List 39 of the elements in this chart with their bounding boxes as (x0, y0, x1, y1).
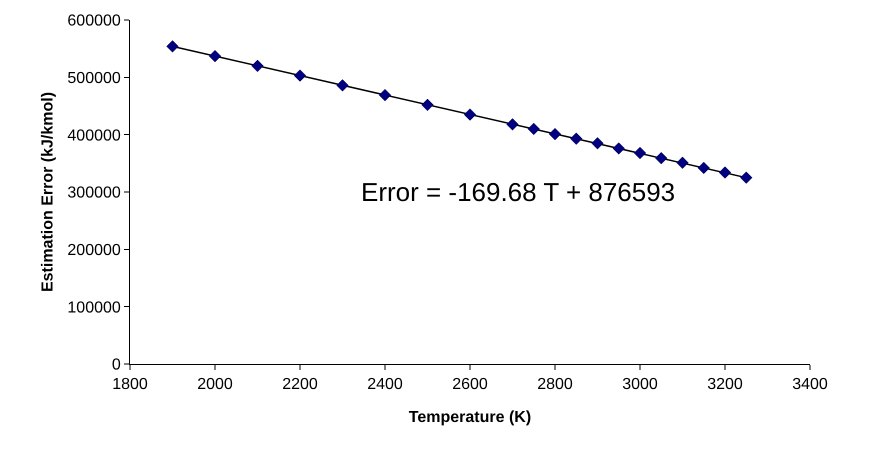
point (740, 172, 752, 184)
y-tick-label: 200000 (67, 242, 121, 259)
point (506, 118, 519, 130)
x-tick-label: 2600 (452, 376, 488, 394)
point (612, 142, 625, 155)
x-tick-label: 3400 (792, 376, 828, 394)
point (336, 79, 349, 92)
point (655, 152, 668, 164)
x-tick-label: 3000 (622, 376, 658, 394)
point (591, 137, 604, 150)
y-tick-label: 400000 (67, 127, 121, 144)
x-tick-label: 2000 (197, 376, 233, 394)
x-tick-label: 3200 (707, 376, 743, 394)
point (464, 108, 476, 121)
x-tick-label: 2400 (367, 376, 403, 394)
x-tick-label: 2800 (537, 376, 573, 394)
y-axis-title: Estimation Error (kJ/kmol) (39, 92, 56, 292)
x-axis-title: Temperature (K) (408, 408, 532, 426)
point (634, 146, 646, 160)
y-tick-label: 600000 (67, 12, 121, 30)
point (421, 98, 434, 111)
point (294, 70, 306, 82)
point (166, 40, 179, 52)
y-tick-label: 0 (112, 356, 121, 374)
point (208, 50, 222, 62)
point (676, 156, 689, 169)
y-tick-label: 100000 (67, 299, 121, 316)
point (548, 128, 562, 140)
point (570, 132, 582, 145)
y-tick-label: 500000 (67, 70, 121, 87)
x-tick-label: 1800 (112, 376, 148, 394)
point (698, 162, 710, 174)
x-tick-label: 2200 (282, 376, 318, 394)
y-tick-label: 300000 (67, 184, 121, 202)
annotation: Error = -169.68 T + 876593 (361, 177, 676, 207)
point (528, 122, 540, 136)
point (378, 89, 392, 102)
point (718, 166, 732, 179)
point (251, 60, 264, 72)
